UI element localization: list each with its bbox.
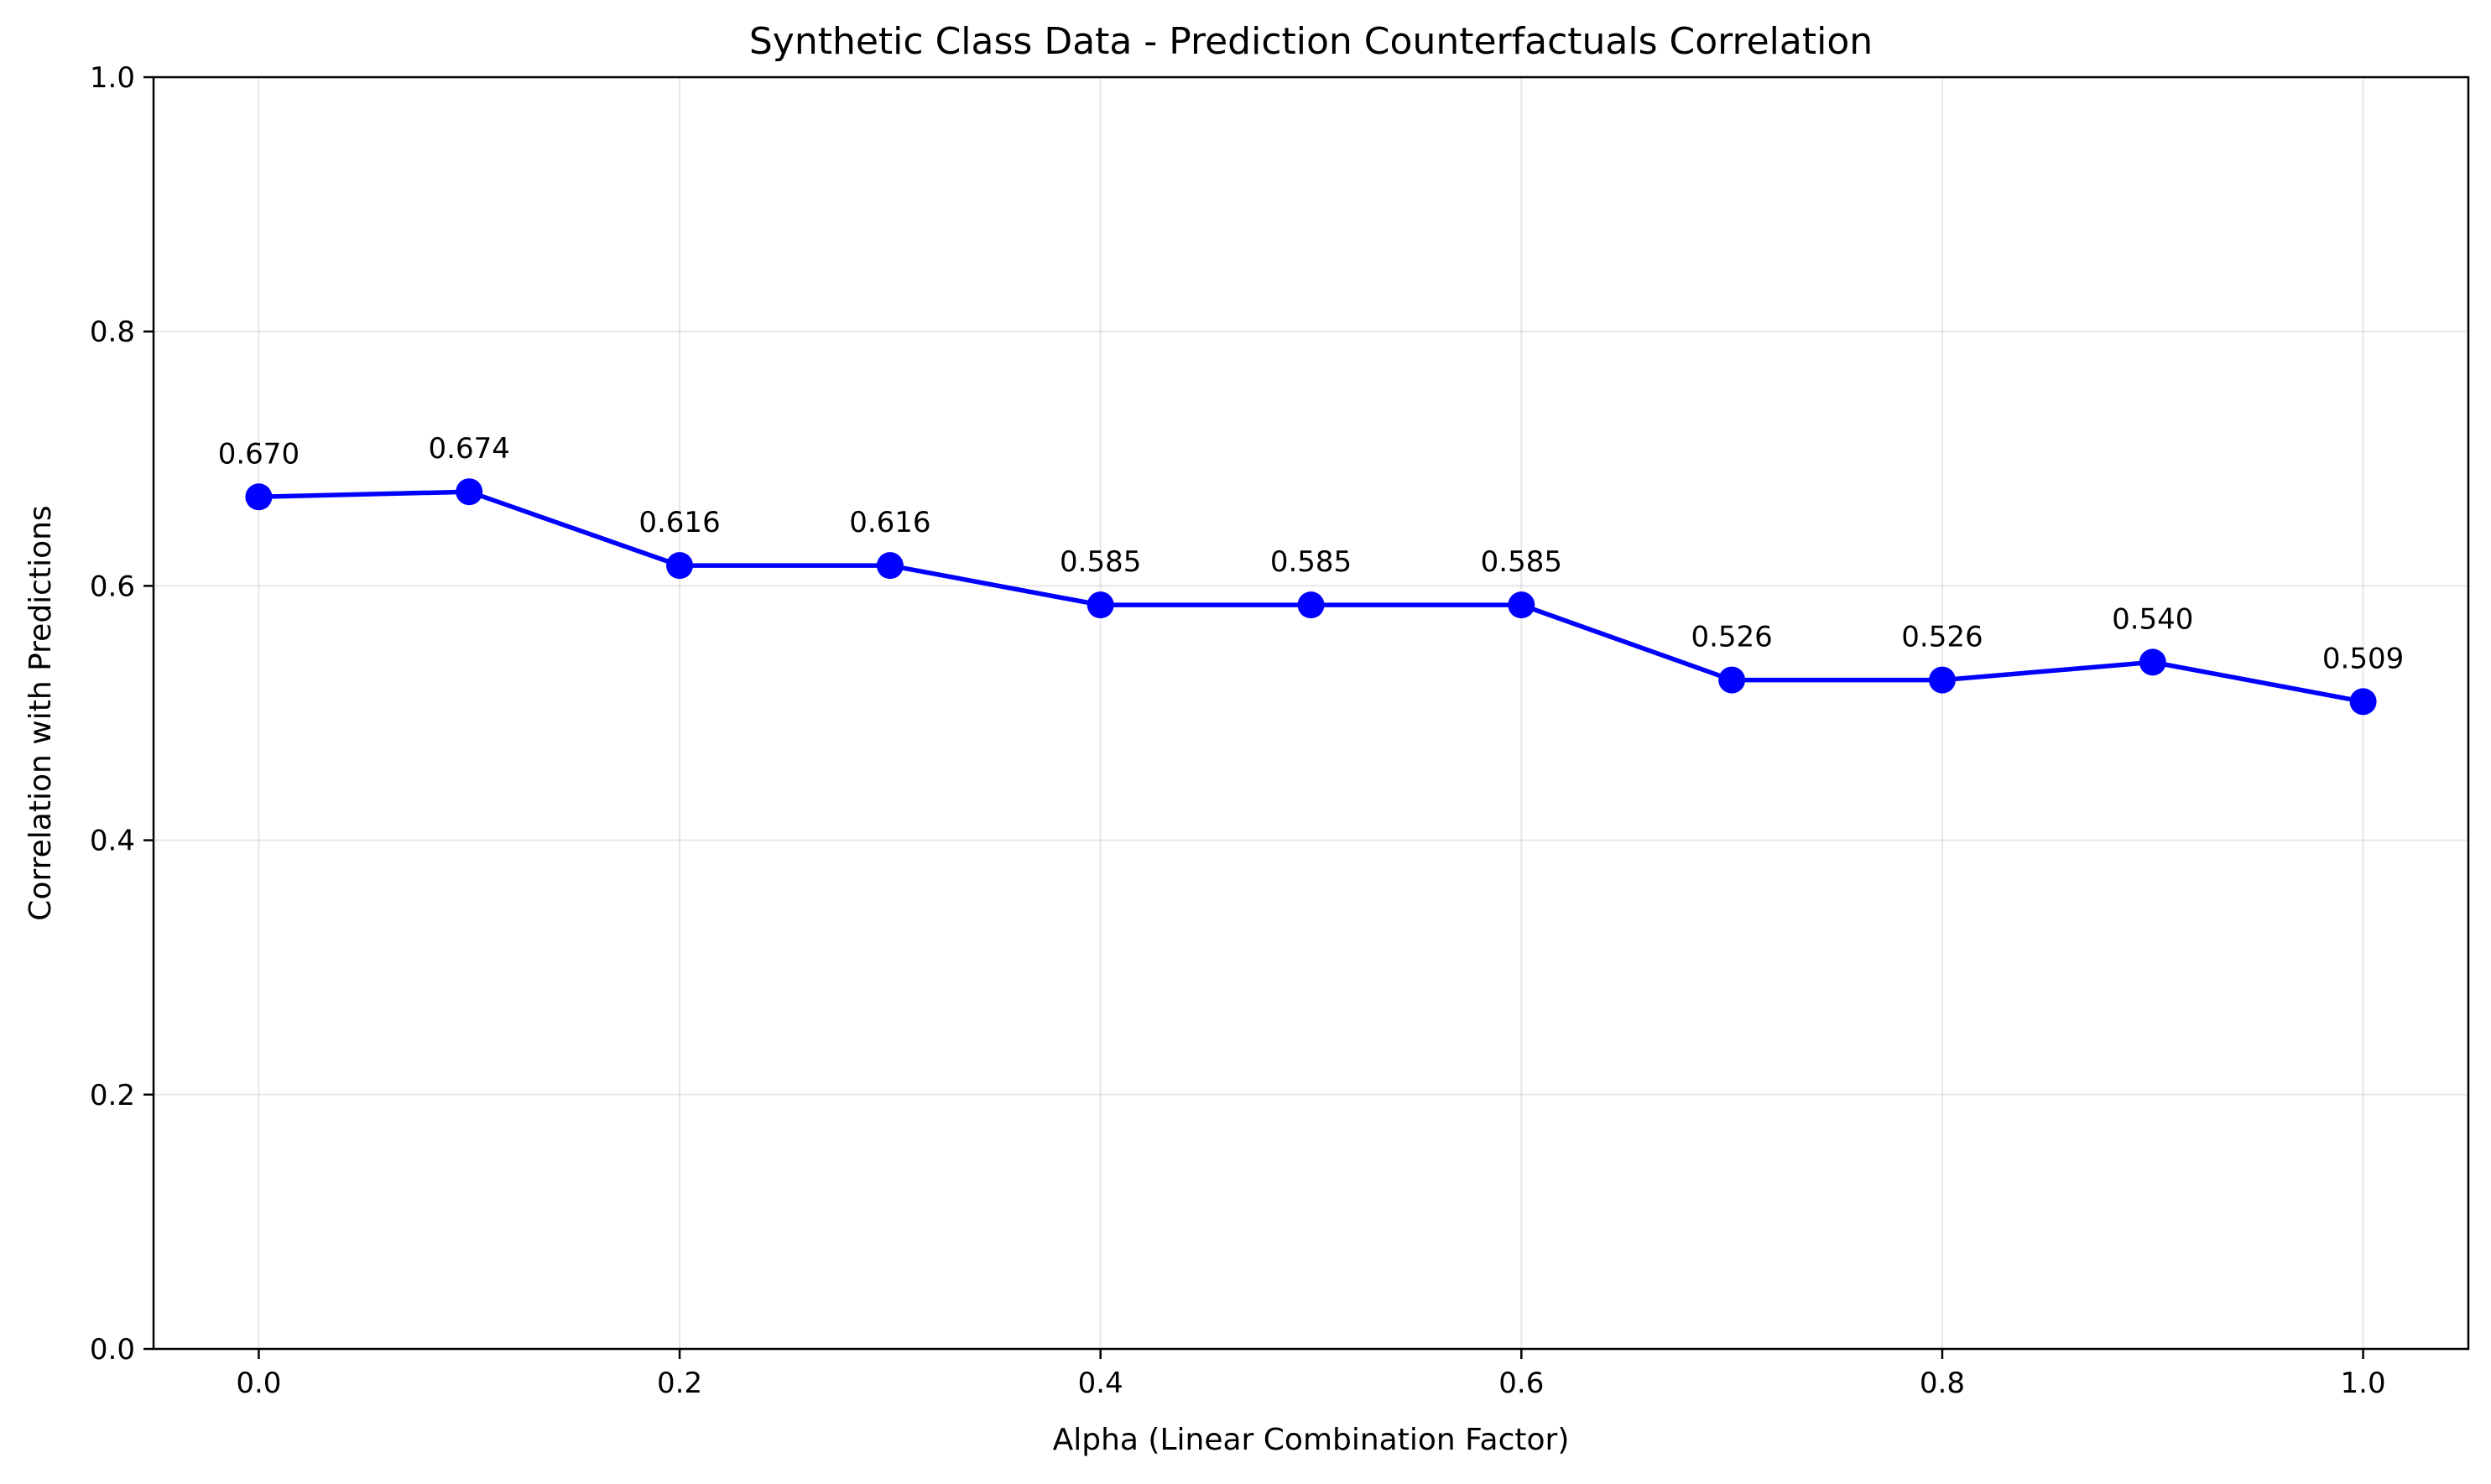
- data-label: 0.585: [1060, 545, 1141, 579]
- x-axis-label: Alpha (Linear Combination Factor): [1053, 1423, 1570, 1457]
- x-tick-label: 0.2: [657, 1367, 702, 1400]
- data-label: 0.585: [1270, 545, 1352, 579]
- data-point: [2349, 688, 2377, 716]
- x-tick-label: 0.4: [1078, 1367, 1123, 1400]
- axes-frame: [152, 76, 2470, 1351]
- data-label: 0.616: [638, 506, 720, 539]
- data-label: 0.540: [2112, 602, 2193, 636]
- data-label: 0.509: [2322, 642, 2404, 675]
- chart-title: Synthetic Class Data - Prediction Counte…: [749, 20, 1873, 63]
- data-point: [456, 478, 483, 506]
- data-point: [1297, 591, 1325, 619]
- data-label: 0.526: [1901, 621, 1983, 654]
- y-tick-label: 1.0: [90, 61, 135, 95]
- x-tick-label: 0.6: [1498, 1367, 1544, 1400]
- y-tick-label: 0.0: [90, 1333, 135, 1367]
- data-point: [876, 552, 904, 580]
- data-point: [1508, 591, 1535, 619]
- y-tick-label: 0.8: [90, 315, 135, 349]
- data-label: 0.526: [1691, 621, 1772, 654]
- x-tick-label: 1.0: [2341, 1367, 2386, 1400]
- y-axis-label: Correlation with Predictions: [23, 505, 58, 920]
- data-point: [2139, 648, 2166, 676]
- ticks: 0.0 0.2 0.4 0.6 0.8 1.0 0.0 0.2 0.4 0.6 0.8 1.0: [90, 61, 2386, 1400]
- data-point: [1928, 666, 1956, 694]
- data-label: 0.585: [1481, 545, 1562, 579]
- data-point: [1718, 666, 1746, 694]
- data-point: [1087, 591, 1114, 619]
- data-point: [666, 552, 694, 580]
- y-tick-label: 0.4: [90, 825, 135, 858]
- data-label: 0.616: [849, 506, 930, 539]
- x-tick-label: 0.8: [1920, 1367, 1965, 1400]
- y-tick-label: 0.2: [90, 1079, 135, 1112]
- y-tick-label: 0.6: [90, 570, 135, 603]
- series-layer: 0.670 0.674 0.616 0.616 0.585 0.585 0.585 0.526…: [218, 432, 2404, 716]
- data-label: 0.674: [429, 432, 510, 466]
- x-tick-label: 0.0: [236, 1367, 281, 1400]
- data-label: 0.670: [218, 437, 300, 471]
- data-point: [245, 483, 273, 511]
